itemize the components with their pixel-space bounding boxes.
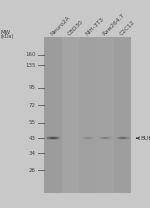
Bar xyxy=(44,37,62,193)
Text: Neuro2A: Neuro2A xyxy=(49,15,71,36)
Text: 34: 34 xyxy=(29,151,36,156)
Bar xyxy=(79,37,96,193)
Text: (kDa): (kDa) xyxy=(0,34,14,39)
Bar xyxy=(96,37,114,193)
Text: 135: 135 xyxy=(26,63,36,68)
Text: 43: 43 xyxy=(29,136,36,141)
Text: 160: 160 xyxy=(26,52,36,57)
Text: 95: 95 xyxy=(29,85,36,90)
Bar xyxy=(44,37,131,193)
Text: Raw264.7: Raw264.7 xyxy=(102,12,126,36)
Bar xyxy=(62,37,79,193)
Text: C2C12: C2C12 xyxy=(119,19,136,36)
Bar xyxy=(114,37,131,193)
Text: BUB3: BUB3 xyxy=(140,136,150,141)
Text: C8D30: C8D30 xyxy=(67,19,84,36)
Text: NIH-3T3: NIH-3T3 xyxy=(84,16,105,36)
Text: 72: 72 xyxy=(29,103,36,108)
Text: 55: 55 xyxy=(29,120,36,125)
Text: MW: MW xyxy=(1,30,11,35)
Text: 26: 26 xyxy=(29,168,36,173)
